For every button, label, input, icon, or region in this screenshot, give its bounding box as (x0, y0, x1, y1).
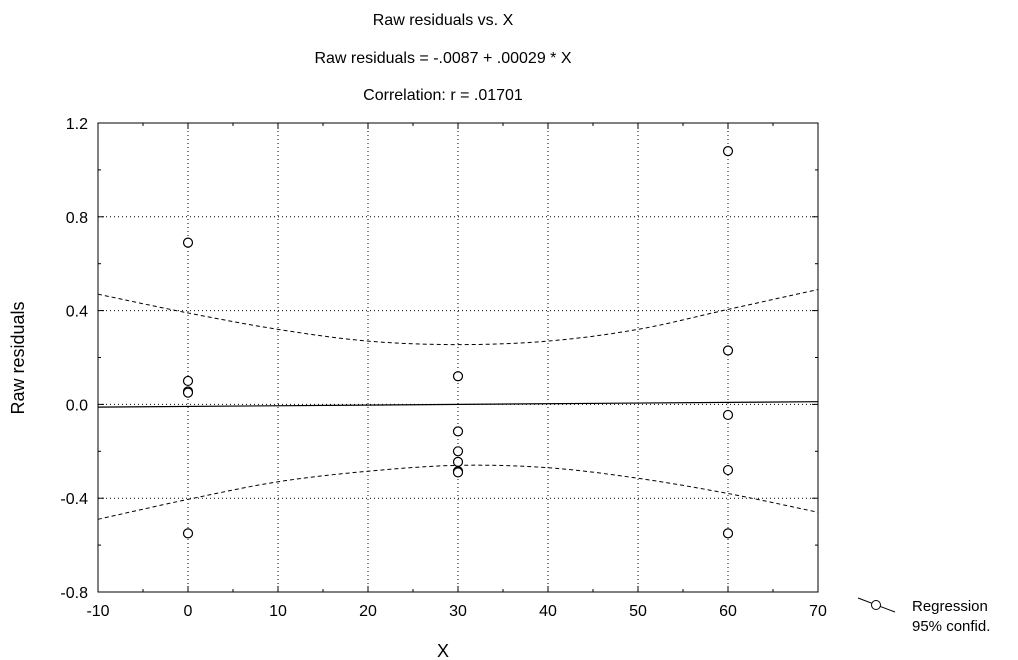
x-tick-label: 40 (539, 603, 557, 620)
legend-entry-confidence: 95% confid. (912, 618, 990, 635)
x-axis-label: X (437, 641, 449, 660)
y-tick-label: -0.4 (60, 491, 88, 508)
x-tick-label: 50 (629, 603, 647, 620)
data-point (182, 237, 194, 248)
plot-frame (97, 122, 819, 593)
x-tick-label: 0 (184, 603, 193, 620)
chart-equation: Raw residuals = -.0087 + .00029 * X (314, 50, 571, 67)
legend: Regression 95% confid. (857, 597, 990, 635)
legend-entry-regression: Regression (912, 598, 988, 615)
x-tick-label: 70 (809, 603, 827, 620)
y-tick-label: 0.8 (66, 210, 88, 227)
data-point (452, 426, 464, 437)
data-point (452, 456, 464, 467)
x-tick-label: 20 (359, 603, 377, 620)
regression (97, 401, 819, 408)
data-point (182, 528, 194, 539)
data-point (452, 467, 464, 478)
chart-correlation: Correlation: r = .01701 (363, 87, 523, 104)
axis-ticks: -10 0 10 20 30 40 50 60 70 -0.8 -0.4 0.0 0.4 0.8 1.2 (60, 116, 827, 620)
data-points (182, 146, 734, 539)
regression-line (97, 401, 819, 408)
data-point (722, 345, 734, 356)
data-point (722, 146, 734, 157)
data-point (722, 464, 734, 476)
x-tick-label: 30 (449, 603, 467, 620)
data-point (452, 371, 464, 382)
legend-regression-marker (871, 600, 881, 610)
x-tick-label: -10 (86, 603, 109, 620)
data-point (182, 375, 194, 387)
data-point (722, 409, 734, 421)
chart-title: Raw residuals vs. X (373, 12, 514, 29)
y-tick-label: -0.8 (60, 585, 88, 602)
upper-confidence-curve (97, 289, 819, 346)
y-axis-label: Raw residuals (8, 301, 28, 414)
data-point (452, 446, 464, 457)
y-tick-label: 0.4 (66, 304, 88, 321)
x-tick-label: 10 (269, 603, 287, 620)
y-tick-label: 0.0 (66, 397, 88, 414)
data-point (182, 387, 194, 398)
data-point (722, 528, 734, 539)
grid (98, 123, 818, 592)
y-tick-label: 1.2 (66, 116, 88, 133)
x-tick-label: 60 (719, 603, 737, 620)
